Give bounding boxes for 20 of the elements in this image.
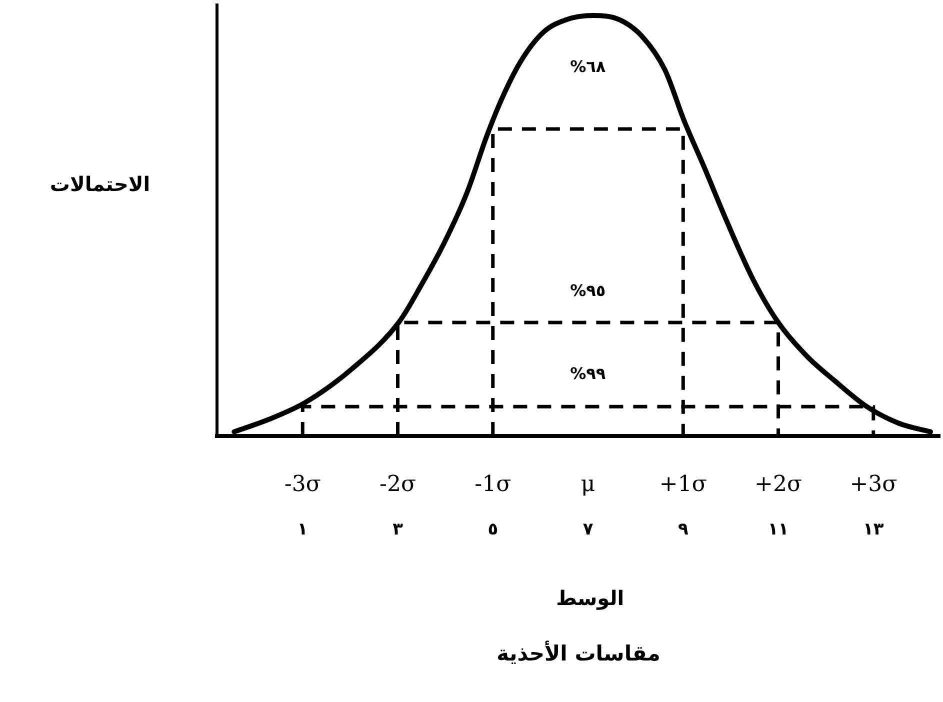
x2-tick-label: ٥ — [488, 520, 498, 540]
x2-tick-label: ١٣ — [863, 520, 884, 540]
x2-tick-label: ٧ — [582, 520, 594, 540]
y-axis-title: الاحتمالات — [50, 172, 150, 196]
annotation: %٩٩ — [570, 364, 606, 383]
x2-tick-label: ١١ — [768, 520, 789, 540]
x2-tick-label: ١ — [297, 520, 308, 540]
x-tick-label: -2σ — [380, 472, 416, 498]
x-tick-label: -3σ — [284, 472, 321, 498]
x-tick-label: +2σ — [754, 472, 802, 498]
x-axis-title: مقاسات الأحذية — [496, 640, 660, 666]
x2-tick-label: ٣ — [392, 520, 404, 540]
annotation: %٩٥ — [570, 281, 606, 300]
text: الوسط — [556, 586, 624, 610]
x-tick-label: +1σ — [659, 472, 707, 498]
x-tick-label: μ — [580, 472, 596, 498]
x-tick-label: +3σ — [850, 472, 898, 498]
x2-tick-label: ٩ — [678, 520, 689, 540]
x-tick-label: -1σ — [474, 472, 512, 498]
annotation: %٦٨ — [570, 57, 606, 76]
